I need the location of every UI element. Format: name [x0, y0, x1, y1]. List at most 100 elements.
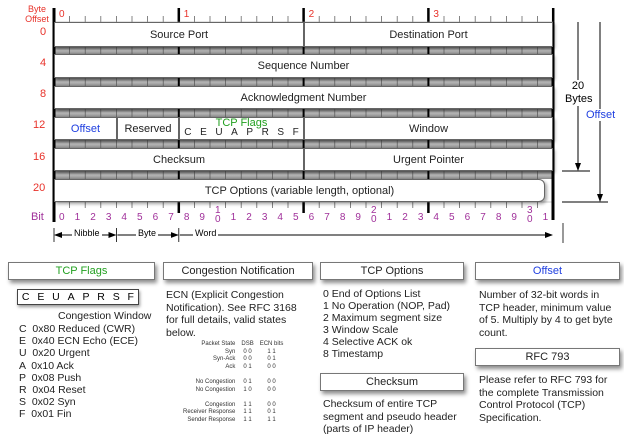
byte-number: 2: [308, 9, 315, 20]
reserved-label: Reserved: [124, 122, 172, 135]
ecn-cell: 0 0: [267, 401, 276, 408]
ecn-cell: 0 0: [267, 386, 276, 393]
bit-number: 9: [511, 212, 517, 223]
bit-ruler-graphics: [52, 8, 608, 243]
field-tcp-options: TCP Options (variable length, optional): [54, 179, 545, 202]
panel-title: RFC 793: [525, 351, 570, 363]
ecn-row: No Congestion 1 0 0 0: [180, 387, 286, 395]
panel-rfc-header: RFC 793: [475, 348, 620, 366]
ecn-row: [180, 371, 286, 379]
row-offset: 4: [40, 57, 47, 69]
bit-number: 8: [339, 212, 346, 223]
field-urgent-pointer: Urgent Pointer: [304, 148, 553, 171]
ecn-cell: 0 1: [267, 356, 276, 363]
bit-number: 3: [417, 212, 424, 223]
option-item: 1 No Operation (NOP, Pad): [323, 300, 451, 312]
bit-number: 5: [137, 212, 143, 223]
bit-number: 2: [402, 212, 408, 223]
flag-letter: E: [37, 291, 45, 303]
panel-title: Congestion Notification: [181, 265, 295, 277]
bit-number: 6: [464, 212, 471, 223]
ecn-row: No Congestion 0 1 0 0: [180, 379, 286, 387]
ecn-cell: Congestion: [205, 401, 236, 408]
ecn-column-header: ECN bits: [259, 341, 284, 347]
bit-number: 2: [90, 212, 96, 223]
size-value: 20: [571, 80, 585, 92]
ecn-cell: [238, 371, 256, 379]
flag-letter: A: [67, 291, 75, 303]
row-offset: 8: [40, 88, 47, 100]
panel-tcp-flags-header: TCP Flags: [8, 262, 155, 280]
ecn-row: Syn 0 0 1 1: [180, 349, 286, 357]
byte-offset-label: Byte Offset: [25, 4, 49, 24]
ecn-row: [180, 394, 286, 402]
bit-number: 7: [324, 212, 330, 223]
flag-letter: F: [292, 127, 299, 138]
flag-item: R 0x04 Reset: [19, 384, 86, 397]
ecn-cell: 0 0: [243, 356, 252, 363]
panel-title: Checksum: [366, 376, 418, 388]
field-source-port: Source Port: [54, 22, 304, 47]
row-offset: 20: [33, 182, 46, 194]
bit-number: 1: [74, 212, 81, 223]
bit-number: 8: [495, 212, 502, 223]
option-item: 4 Selective ACK ok: [323, 336, 413, 348]
flag-letter: U: [215, 127, 223, 138]
flag-letter: S: [277, 127, 285, 138]
bit-number: 1: [230, 212, 237, 223]
flag-letter: E: [200, 127, 207, 138]
window-label: Window: [408, 122, 449, 135]
bit-number: 2: [246, 212, 252, 223]
byte-number: 1: [183, 9, 190, 20]
flag-letter: C: [21, 291, 30, 303]
ecn-cell: [257, 371, 287, 379]
bit-number: 8: [183, 212, 190, 223]
ecn-column-header: Packet State: [201, 341, 236, 347]
ecn-row: Syn-Ack 0 0 0 1: [180, 356, 286, 364]
ecn-row: Sender Response 1 1 1 1: [180, 417, 286, 425]
field-window: Window: [304, 117, 553, 140]
ecn-cell: 1 1: [243, 416, 252, 423]
bit-number: 9: [199, 212, 205, 223]
bit-number: 4: [277, 212, 283, 223]
congestion-window-caption: Congestion Window: [58, 310, 152, 322]
ecn-cell: Receiver Response: [183, 409, 236, 416]
field-checksum: Checksum: [54, 148, 304, 171]
bit-number: 1: [542, 212, 549, 223]
ecn-row: Ack 0 1 0 0: [180, 364, 286, 372]
ecn-header-row: Packet State DSB ECN bits: [180, 341, 286, 349]
flag-letter: P: [246, 127, 254, 138]
ecn-cell: 0 1: [243, 378, 252, 385]
ecn-cell: 0 1: [267, 409, 276, 416]
row-offset: 16: [33, 151, 46, 163]
offset-label: Offset: [70, 122, 101, 135]
offset-span-label: Offset: [586, 109, 616, 121]
panel-offset-header: Offset: [475, 262, 620, 280]
flag-letter: P: [82, 291, 90, 303]
ecn-cell: Ack: [225, 363, 236, 370]
flag-item: A 0x10 Ack: [19, 359, 74, 372]
flag-letter: R: [97, 291, 105, 303]
byte-label: Byte: [136, 228, 159, 238]
ecn-cell: No Congestion: [195, 386, 236, 393]
field-destination-port: Destination Port: [304, 22, 553, 47]
flag-letter: S: [112, 291, 120, 303]
flag-item: E 0x40 ECN Echo (ECE): [19, 335, 139, 348]
panel-tcp-options-header: TCP Options: [320, 262, 464, 280]
flag-list: C 0x80 Reduced (CWR) E 0x40 ECN Echo (ECE…: [19, 323, 138, 421]
bit-number: 5: [293, 212, 299, 223]
bit-number: 4: [121, 212, 127, 223]
ecn-cell: [180, 371, 238, 379]
flag-letter: F: [127, 291, 134, 303]
ecn-cell: 0 1: [243, 363, 252, 370]
field-ack-number: Acknowledgment Number: [54, 86, 553, 109]
flag-letter: A: [231, 127, 238, 138]
ecn-cell: Syn-Ack: [213, 356, 236, 363]
field-reserved: Reserved: [117, 117, 179, 140]
flag-letter: R: [261, 127, 269, 138]
option-item: 8 Timestamp: [323, 348, 384, 360]
bit-number: 6: [152, 212, 159, 223]
byte-number: 3: [433, 9, 439, 20]
option-item: 3 Window Scale: [323, 324, 399, 336]
